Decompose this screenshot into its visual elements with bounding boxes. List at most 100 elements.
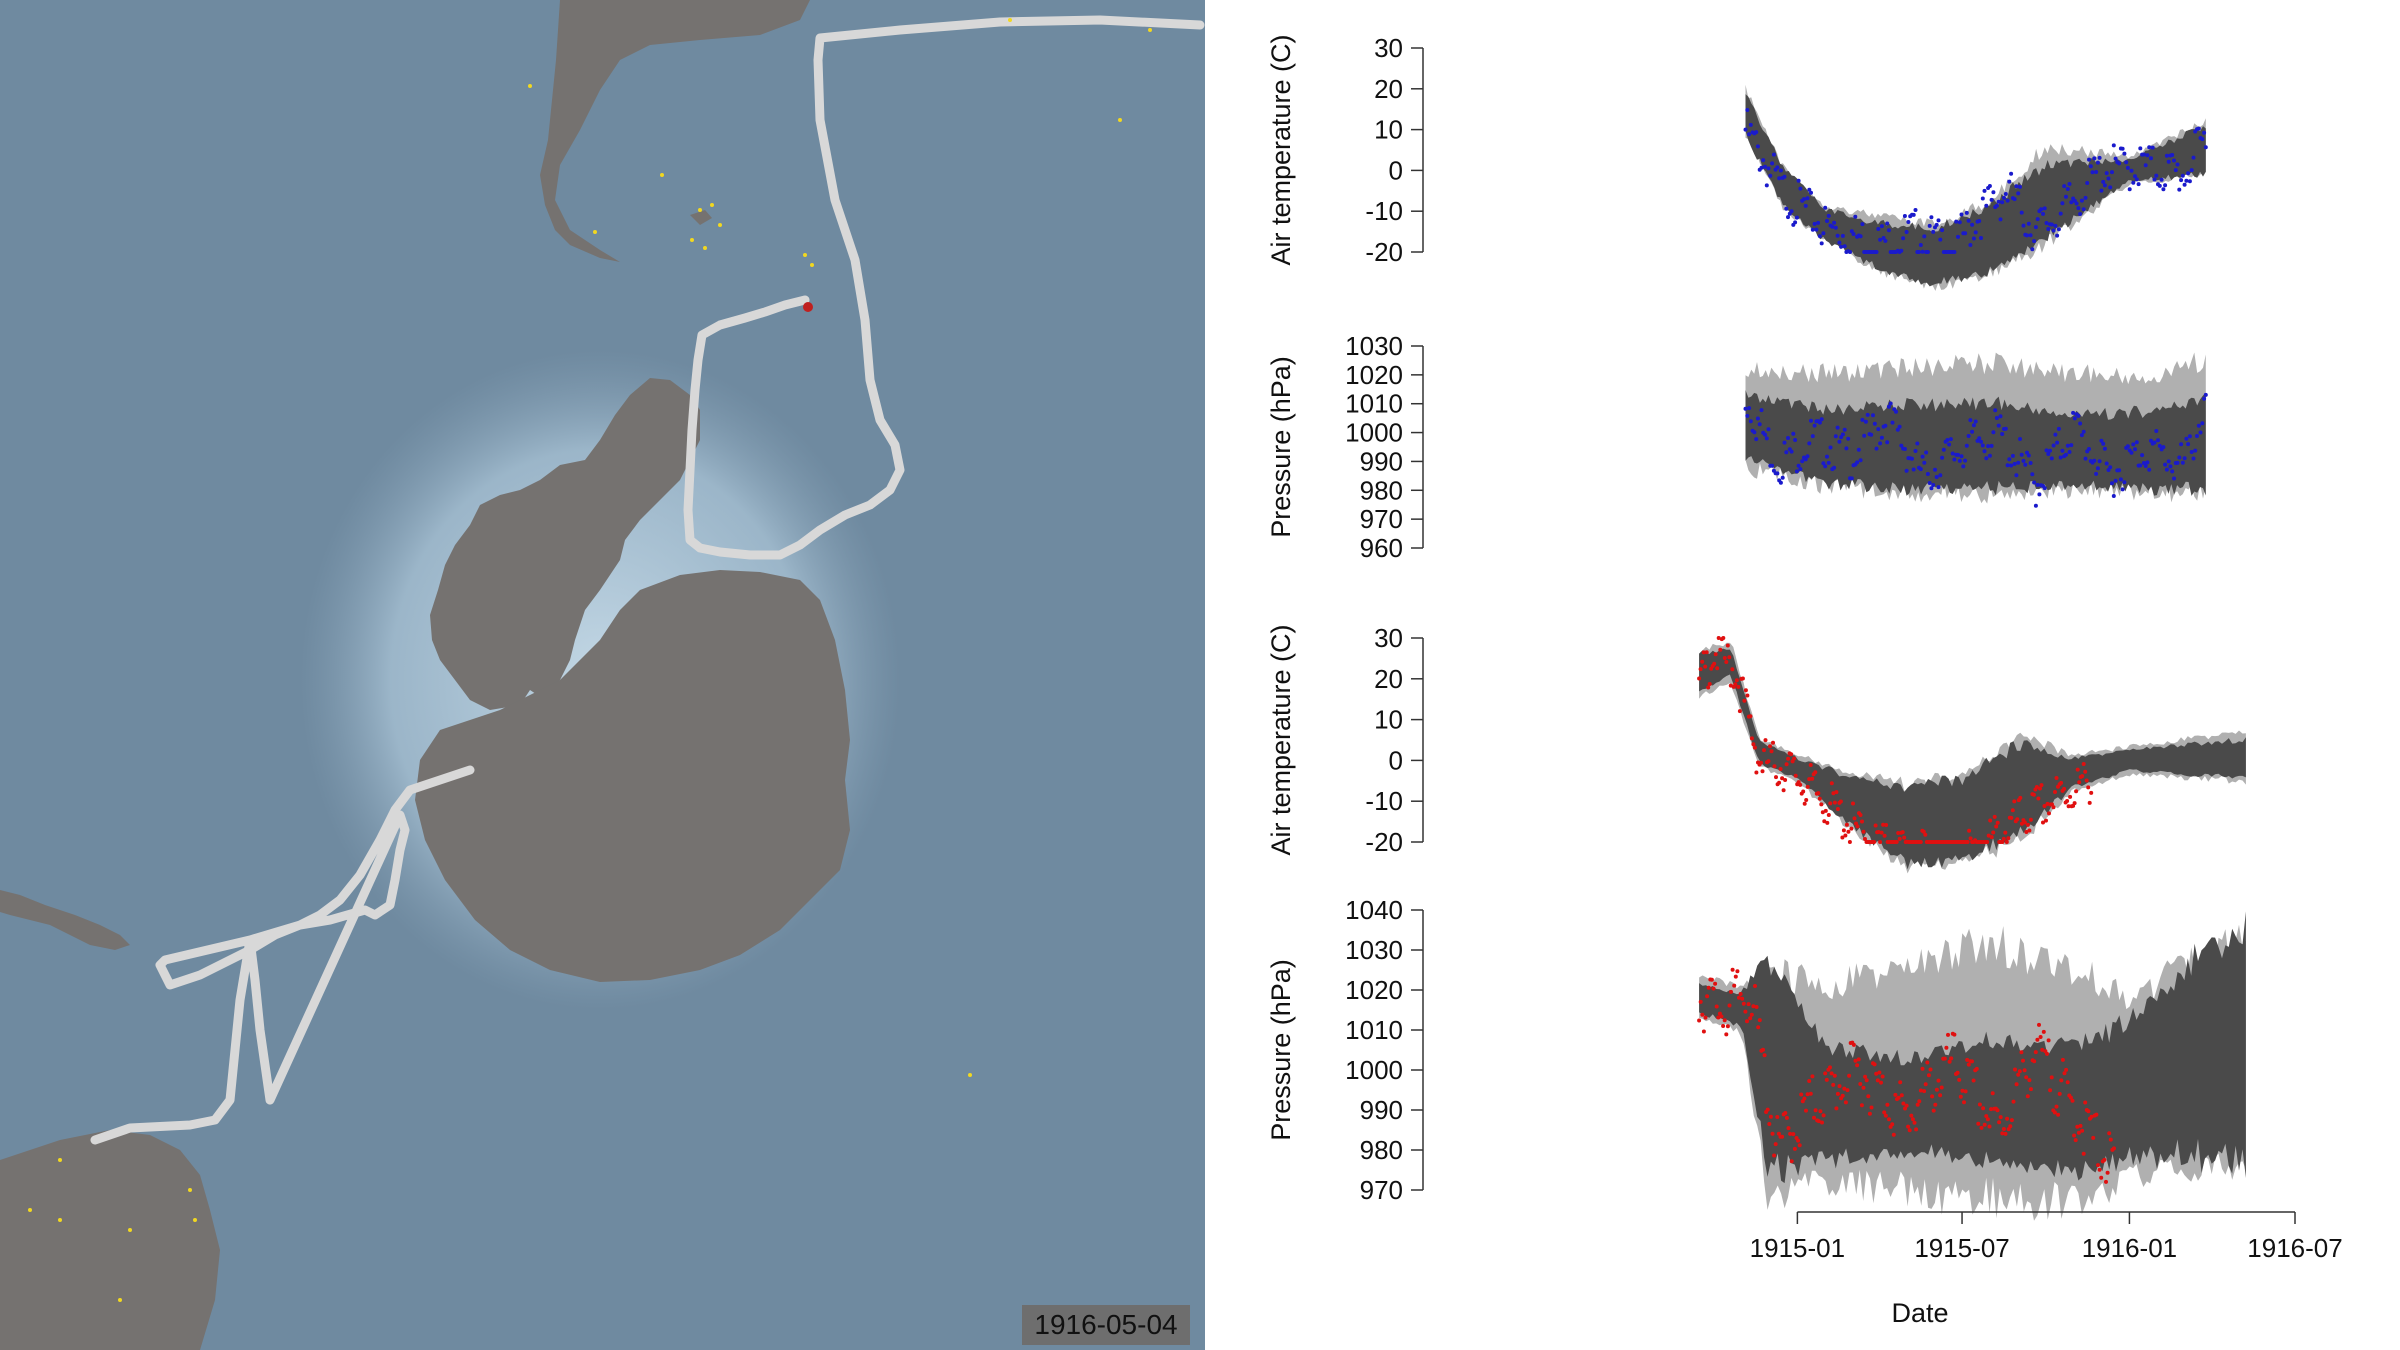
observation-point [1994,416,1999,420]
observation-point [1848,250,1852,254]
observation-point [2094,471,2099,476]
observation-point [1846,829,1851,834]
observation-point [1732,983,1737,988]
observation-point [2012,461,2017,466]
observation-point [1984,456,1989,461]
observation-point [1876,427,1881,432]
observation-point [1713,652,1718,657]
observation-point [1733,682,1738,687]
observation-point [1784,450,1789,455]
observation-point [2060,201,2065,206]
observation-point [1955,1070,1960,1075]
observation-point [1874,250,1879,254]
observation-point [2010,808,2015,813]
observation-point [2023,462,2028,467]
observation-point [2091,1135,2096,1140]
observation-point [2203,145,2208,150]
observation-point [1832,800,1837,805]
observation-point [1792,756,1797,761]
observation-point [2069,200,2074,205]
observation-point [1820,810,1825,815]
observation-point [1784,762,1789,767]
observation-point [1789,449,1794,454]
observation-point [1840,432,1845,437]
observation-point [2075,1124,2080,1129]
observation-point [2168,464,2173,469]
observation-point [1941,447,1946,452]
observation-point [1832,220,1837,225]
observation-point [1724,660,1729,664]
observation-point [1709,977,1714,982]
observation-point [1829,1071,1834,1076]
observation-point [2044,818,2048,823]
observation-point [2202,130,2207,135]
observation-point [2042,486,2047,491]
observation-point [1861,1085,1866,1090]
observation-point [1753,984,1757,988]
observation-point [2152,440,2157,445]
observation-point [1766,427,1771,432]
observation-point [2011,1099,2016,1104]
observation-point [1721,636,1726,640]
observation-point [1802,801,1807,806]
observation-point [2045,801,2050,806]
observation-point [1867,1111,1872,1116]
y-tick-label: -20 [1365,237,1403,267]
observation-point [2009,171,2014,176]
observation-point [1858,234,1863,239]
observation-point [1844,446,1849,451]
observation-point [1895,427,1900,432]
observation-point [1971,1078,1976,1083]
observation-point [2071,410,2076,415]
observation-point [1751,1004,1756,1009]
observation-point [1851,1042,1856,1047]
observation-point [1754,437,1759,442]
observation-point [1727,655,1732,660]
observation-point [1743,406,1748,411]
observation-point [1714,1004,1719,1009]
observation-point [1912,1120,1917,1125]
observation-point [1989,443,1994,448]
observation-point [1802,1096,1807,1101]
observation-point [1863,419,1868,424]
observation-point [2046,452,2051,456]
observation-point [1928,1067,1933,1072]
observation-point [2108,1137,2113,1142]
observation-point [1882,1110,1887,1115]
observation-point [2064,1067,2069,1072]
observation-point [2026,453,2031,458]
observation-point [1729,989,1733,994]
observation-point [2079,198,2084,203]
observation-point [2057,1091,2062,1096]
observation-point [2092,156,2097,161]
observation-point [1913,208,1918,212]
observation-point [1882,833,1887,838]
observation-point [1902,447,1907,451]
observation-point [2078,421,2083,426]
observation-point [1745,693,1750,698]
observation-point [2007,457,2012,462]
observation-point [1747,132,1752,137]
observation-point [2076,206,2081,211]
observation-point [2055,440,2060,445]
y-tick-label: 1000 [1345,1055,1403,1085]
y-tick-label: -10 [1365,196,1403,226]
observation-point [1936,1078,1941,1083]
observation-point [1934,1087,1939,1092]
observation-point [1968,836,1973,841]
observation-point [2073,1138,2078,1143]
observation-point [2068,794,2073,799]
observation-point [1852,816,1857,821]
observation-point [1894,409,1898,414]
observation-point [1755,144,1760,149]
observation-point [1851,801,1855,806]
observation-point [1938,473,1943,478]
observation-point [1752,745,1757,750]
observation-point [1879,224,1884,229]
observation-point [2094,170,2099,174]
observation-point [2014,1082,2019,1087]
observation-point [2110,170,2114,175]
observation-point [2059,1078,2064,1083]
observation-point [1793,773,1798,778]
